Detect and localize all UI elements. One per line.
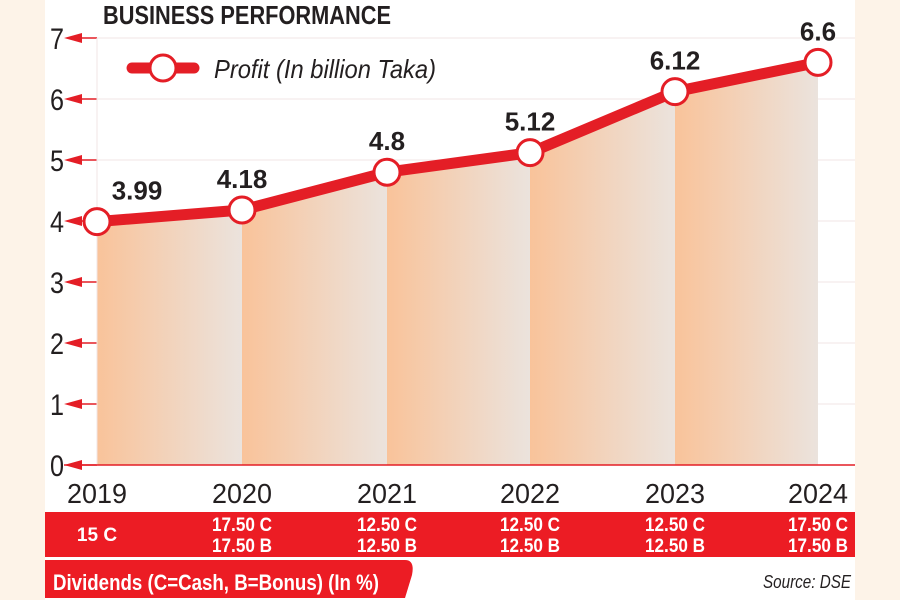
data-point bbox=[82, 207, 112, 237]
y-tick-label: 6 bbox=[50, 84, 64, 117]
y-tick-label: 2 bbox=[50, 328, 64, 361]
area-segment bbox=[530, 91, 675, 466]
x-tick-label: 2023 bbox=[645, 478, 705, 509]
dividend-value: 12.50 B bbox=[357, 536, 417, 557]
area-segment bbox=[387, 152, 530, 465]
data-label: 4.18 bbox=[217, 164, 268, 194]
data-point bbox=[660, 77, 690, 107]
area-segment bbox=[675, 62, 818, 466]
data-label: 5.12 bbox=[505, 107, 556, 137]
chart-title: BUSINESS PERFORMANCE bbox=[103, 0, 391, 30]
dividend-value: 12.50 C bbox=[500, 515, 560, 536]
x-tick-label: 2019 bbox=[67, 478, 127, 509]
data-point bbox=[372, 157, 402, 187]
x-tick-label: 2020 bbox=[212, 478, 272, 509]
tick-arrow-icon bbox=[64, 94, 82, 104]
y-tick-label: 4 bbox=[50, 206, 64, 239]
legend: Profit (In billion Taka) bbox=[126, 53, 436, 84]
dividends-band bbox=[45, 512, 855, 557]
y-tick-label: 3 bbox=[50, 267, 64, 300]
x-tick-label: 2024 bbox=[788, 478, 848, 509]
dividend-value: 12.50 C bbox=[357, 515, 417, 536]
dividend-value: 12.50 B bbox=[645, 536, 705, 557]
dividend-value: 17.50 B bbox=[212, 536, 272, 557]
y-tick-label: 0 bbox=[50, 450, 64, 483]
dividends-label-box bbox=[45, 560, 413, 598]
dividend-value: 12.50 C bbox=[645, 515, 705, 536]
y-tick-label: 5 bbox=[50, 145, 64, 178]
profit-line bbox=[96, 57, 820, 228]
tick-arrow-icon bbox=[64, 216, 82, 226]
tick-arrow-icon bbox=[64, 277, 82, 287]
data-label: 6.6 bbox=[800, 16, 836, 46]
data-label: 4.8 bbox=[369, 126, 405, 156]
data-point bbox=[227, 195, 257, 225]
area-segment bbox=[97, 210, 242, 465]
y-tick-label: 7 bbox=[50, 23, 64, 56]
source-note: Source: DSE bbox=[763, 572, 852, 592]
dividends-label: Dividends (C=Cash, B=Bonus) (In %) bbox=[53, 570, 379, 595]
dividend-value: 17.50 B bbox=[788, 536, 848, 557]
data-label: 6.12 bbox=[650, 46, 701, 76]
legend-label: Profit (In billion Taka) bbox=[214, 54, 436, 84]
dividend-value: 17.50 C bbox=[212, 515, 272, 536]
tick-arrow-icon bbox=[64, 155, 82, 165]
x-tick-label: 2022 bbox=[500, 478, 560, 509]
dividend-value: 17.50 C bbox=[788, 515, 848, 536]
dividend-value: 15 C bbox=[77, 525, 117, 546]
tick-arrow-icon bbox=[64, 338, 82, 348]
legend-marker-icon bbox=[148, 53, 178, 83]
dividend-value: 12.50 B bbox=[500, 536, 560, 557]
data-point bbox=[803, 47, 833, 77]
y-tick-label: 1 bbox=[50, 389, 64, 422]
area-segment bbox=[242, 172, 387, 465]
tick-arrow-icon bbox=[64, 33, 82, 43]
data-label: 3.99 bbox=[112, 176, 163, 206]
data-point bbox=[515, 138, 545, 168]
tick-arrow-icon bbox=[64, 399, 82, 409]
x-tick-label: 2021 bbox=[357, 478, 417, 509]
